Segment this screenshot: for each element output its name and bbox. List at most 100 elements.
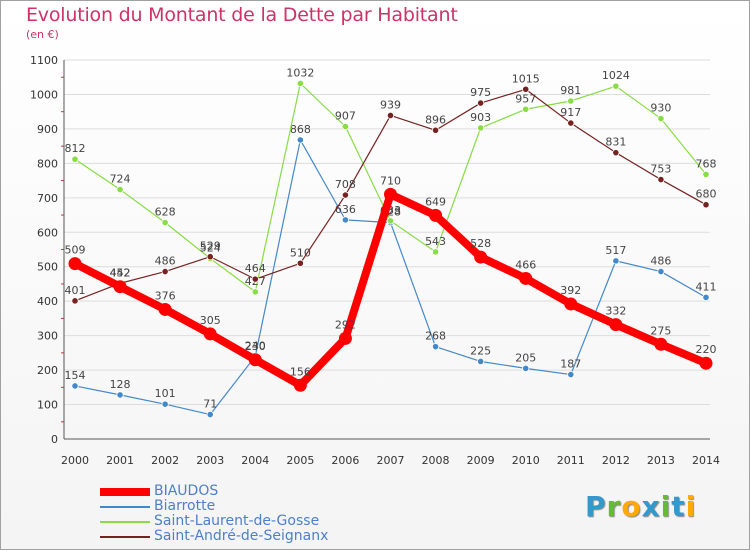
data-label: 628 <box>155 206 176 219</box>
x-tick-label: 2001 <box>106 454 134 467</box>
data-point <box>477 99 485 107</box>
data-label: 71 <box>203 398 217 411</box>
data-point <box>702 201 710 209</box>
data-label: 225 <box>470 344 491 357</box>
y-tick-label: 1000 <box>30 88 58 101</box>
data-point <box>702 293 710 301</box>
data-label: 903 <box>470 111 491 124</box>
y-tick-label: 100 <box>37 399 58 412</box>
data-label: 220 <box>696 343 717 356</box>
data-point <box>113 280 127 294</box>
x-tick-label: 2003 <box>196 454 224 467</box>
data-label: 957 <box>515 92 536 105</box>
data-label: 101 <box>155 387 176 400</box>
data-point <box>248 353 262 367</box>
data-label: 230 <box>245 340 266 353</box>
data-point <box>612 149 620 157</box>
data-label: 812 <box>65 142 86 155</box>
data-point <box>341 191 350 199</box>
data-point <box>431 126 440 134</box>
data-point <box>612 257 620 265</box>
logo-letter: t <box>671 490 686 523</box>
data-point <box>474 250 488 264</box>
data-label: 187 <box>560 358 581 371</box>
data-label: 896 <box>425 113 446 126</box>
data-point <box>116 185 124 194</box>
data-label: 452 <box>110 266 131 279</box>
data-point <box>612 82 620 90</box>
data-label: 401 <box>65 284 86 297</box>
data-point <box>251 288 259 296</box>
data-label: 975 <box>470 86 491 99</box>
logo-letter: o <box>621 490 642 523</box>
legend-swatch <box>100 521 150 523</box>
data-label: 680 <box>696 188 717 201</box>
data-point <box>158 302 172 316</box>
data-point <box>161 219 169 227</box>
data-point <box>699 356 713 370</box>
logo-letter: r <box>606 490 622 523</box>
data-point <box>431 343 440 351</box>
data-point <box>296 136 304 144</box>
y-tick-label: 0 <box>51 433 58 446</box>
data-label: 868 <box>290 123 311 136</box>
data-label: 154 <box>65 369 86 382</box>
x-tick-label: 2008 <box>422 454 450 467</box>
data-point <box>384 187 397 201</box>
y-tick-label: 800 <box>37 157 58 170</box>
logo-letter: x <box>641 490 661 523</box>
data-label: 708 <box>335 178 356 191</box>
data-label: 205 <box>515 351 536 364</box>
data-label: 392 <box>560 284 581 297</box>
data-point <box>567 97 575 105</box>
data-point <box>296 259 304 267</box>
y-tick-label: 600 <box>37 226 58 239</box>
x-tick-label: 2009 <box>467 454 495 467</box>
data-label: 466 <box>515 258 536 271</box>
x-tick-label: 2005 <box>286 454 314 467</box>
data-label: 305 <box>200 314 221 327</box>
y-tick-label: 300 <box>37 330 58 343</box>
data-label: 710 <box>380 174 401 187</box>
legend-label: Saint-Laurent-de-Gosse <box>154 513 320 529</box>
chart-title: Evolution du Montant de la Dette par Hab… <box>26 4 458 26</box>
data-point <box>567 119 575 127</box>
data-label: 768 <box>696 157 717 170</box>
data-point <box>206 253 214 261</box>
data-label: 529 <box>200 240 221 253</box>
data-point <box>203 327 217 341</box>
data-label: 509 <box>65 244 86 257</box>
data-point <box>116 391 124 399</box>
logo-letter: i <box>660 490 672 523</box>
data-label: 376 <box>155 289 176 302</box>
legend-label: Biarrotte <box>154 498 216 514</box>
data-point <box>341 216 350 224</box>
data-point <box>657 114 665 123</box>
data-point <box>71 297 79 305</box>
x-tick-label: 2013 <box>647 454 675 467</box>
data-label: 240 <box>245 339 266 352</box>
x-tick-label: 2006 <box>331 454 359 467</box>
data-point <box>161 267 169 276</box>
data-point <box>161 400 169 408</box>
data-label: 831 <box>605 136 626 149</box>
data-label: 636 <box>335 203 356 216</box>
data-label: 464 <box>245 262 266 275</box>
data-label: 724 <box>110 173 131 186</box>
data-label: 275 <box>650 324 671 337</box>
data-point <box>522 85 530 93</box>
data-label: 649 <box>425 195 446 208</box>
data-label: 1024 <box>602 69 630 82</box>
data-label: 930 <box>650 102 671 115</box>
legend-swatch <box>100 536 150 538</box>
proxiti-logo: Proxiti <box>585 490 696 523</box>
y-tick-label: 400 <box>37 295 58 308</box>
data-point <box>431 248 440 256</box>
logo-letter: i <box>685 490 697 523</box>
logo-letter: P <box>585 490 607 523</box>
data-point <box>293 378 307 392</box>
data-point <box>657 175 665 184</box>
data-point <box>206 410 214 419</box>
